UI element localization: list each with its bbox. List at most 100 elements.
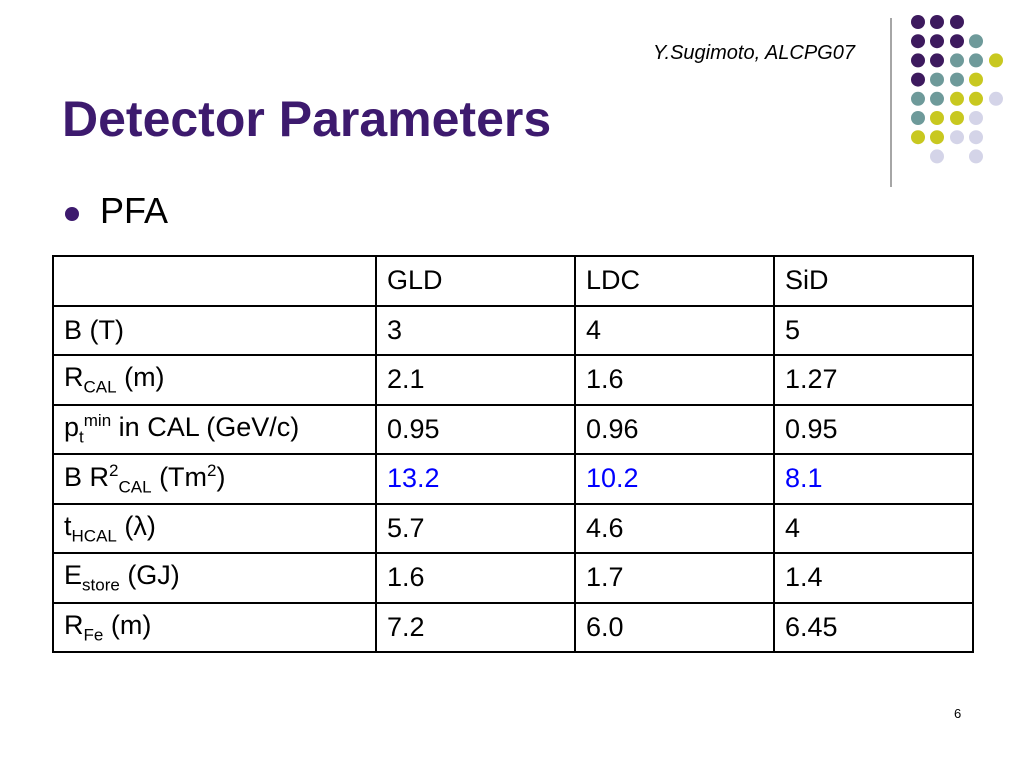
dot xyxy=(950,130,964,145)
dot xyxy=(950,15,964,29)
title: Detector Parameters xyxy=(62,91,552,147)
dot xyxy=(930,111,944,125)
table-row: B R2CAL (Tm2) 13.2 10.2 8.1 xyxy=(52,453,974,505)
cell: 1.6 xyxy=(375,552,576,604)
label-part: Fe xyxy=(83,624,104,644)
table-row: B (T) 3 4 5 xyxy=(52,304,974,356)
cell: 0.96 xyxy=(574,403,775,455)
dot xyxy=(989,53,1003,68)
table-row: Estore (GJ) 1.6 1.7 1.4 xyxy=(52,552,974,604)
row-label: RCAL (m) xyxy=(52,354,377,406)
row-label: B R2CAL (Tm2) xyxy=(52,453,377,505)
label-part: E xyxy=(64,560,83,591)
dot xyxy=(950,34,964,49)
dot xyxy=(911,72,925,87)
column-header: LDC xyxy=(574,255,775,307)
label-part: store xyxy=(82,575,120,595)
dot xyxy=(969,53,983,68)
column-header: GLD xyxy=(375,255,576,307)
table-row: tHCAL (λ) 5.7 4.6 4 xyxy=(52,502,974,554)
dot xyxy=(950,72,964,87)
bullet-dot xyxy=(65,207,79,221)
cell: 13.2 xyxy=(375,453,576,505)
label-part: (m) xyxy=(103,609,152,640)
header-row: GLD LDC SiD xyxy=(52,255,974,307)
cell: 0.95 xyxy=(375,403,576,455)
cell: 4 xyxy=(773,502,974,554)
cell: 0.95 xyxy=(773,403,974,455)
author: Y.Sugimoto, ALCPG07 xyxy=(653,42,855,64)
page-number: 6 xyxy=(954,706,962,721)
cell: 1.6 xyxy=(574,354,775,406)
label-part: in CAL (GeV/c) xyxy=(111,412,300,443)
dot xyxy=(930,130,944,145)
cell: 1.4 xyxy=(773,552,974,604)
cell: 4 xyxy=(574,304,775,356)
bullet: PFA xyxy=(100,190,169,231)
dot xyxy=(930,72,944,87)
dot xyxy=(969,34,983,49)
dot xyxy=(969,72,983,87)
dot xyxy=(930,34,944,49)
label-part: CAL xyxy=(118,476,152,496)
label-part: (m) xyxy=(116,362,165,393)
label-part: R xyxy=(64,362,84,393)
dot xyxy=(911,91,925,106)
cell: 5.7 xyxy=(375,502,576,554)
table-row: ptmin in CAL (GeV/c) 0.95 0.96 0.95 xyxy=(52,403,974,455)
row-label: ptmin in CAL (GeV/c) xyxy=(52,403,377,455)
dot xyxy=(930,15,944,29)
cell: 2.1 xyxy=(375,354,576,406)
label-part: CAL xyxy=(83,377,117,397)
cell: 5 xyxy=(773,304,974,356)
label-part: B R xyxy=(64,461,110,492)
label-part: ) xyxy=(216,461,226,492)
row-label: B (T) xyxy=(52,304,377,356)
label-part: 2 xyxy=(207,460,217,480)
dot xyxy=(911,53,925,68)
dot xyxy=(930,91,944,106)
dot xyxy=(950,53,964,68)
cell: 6.45 xyxy=(773,601,974,653)
cell: 6.0 xyxy=(574,601,775,653)
label-part: 2 xyxy=(109,460,119,480)
cell: 10.2 xyxy=(574,453,775,505)
dot xyxy=(969,149,983,164)
dot xyxy=(969,111,983,125)
dot xyxy=(911,15,925,29)
dot xyxy=(911,111,925,125)
dot xyxy=(969,130,983,145)
label-part: B (T) xyxy=(64,314,124,345)
cell: 4.6 xyxy=(574,502,775,554)
cell: 1.27 xyxy=(773,354,974,406)
table-row: RFe (m) 7.2 6.0 6.45 xyxy=(52,601,974,653)
column-header: SiD xyxy=(773,255,974,307)
dot xyxy=(930,53,944,68)
label-part: p xyxy=(64,412,80,443)
label-part: HCAL xyxy=(71,525,117,545)
row-label: RFe (m) xyxy=(52,601,377,653)
dot xyxy=(989,91,1003,106)
label-part: R xyxy=(64,609,84,640)
row-label: Estore (GJ) xyxy=(52,552,377,604)
cell: 7.2 xyxy=(375,601,576,653)
decoration xyxy=(890,15,1003,187)
label-part: (Tm xyxy=(151,461,208,492)
cell: 3 xyxy=(375,304,576,356)
dot xyxy=(911,34,925,49)
table-row: RCAL (m) 2.1 1.6 1.27 xyxy=(52,354,974,406)
dot xyxy=(969,91,983,106)
dot xyxy=(911,130,925,145)
label-part: min xyxy=(83,411,112,431)
row-label: tHCAL (λ) xyxy=(52,502,377,554)
cell: 1.7 xyxy=(574,552,775,604)
corner-cell xyxy=(52,255,377,307)
label-part: t xyxy=(79,427,84,447)
dot xyxy=(950,111,964,125)
dot xyxy=(930,149,944,164)
table: GLD LDC SiD B (T) 3 4 5 RCAL (m) 2.1 1.6 1.27 ptmin… xyxy=(52,255,974,653)
label-part: t xyxy=(64,510,72,541)
dot xyxy=(950,91,964,106)
cell: 8.1 xyxy=(773,453,974,505)
